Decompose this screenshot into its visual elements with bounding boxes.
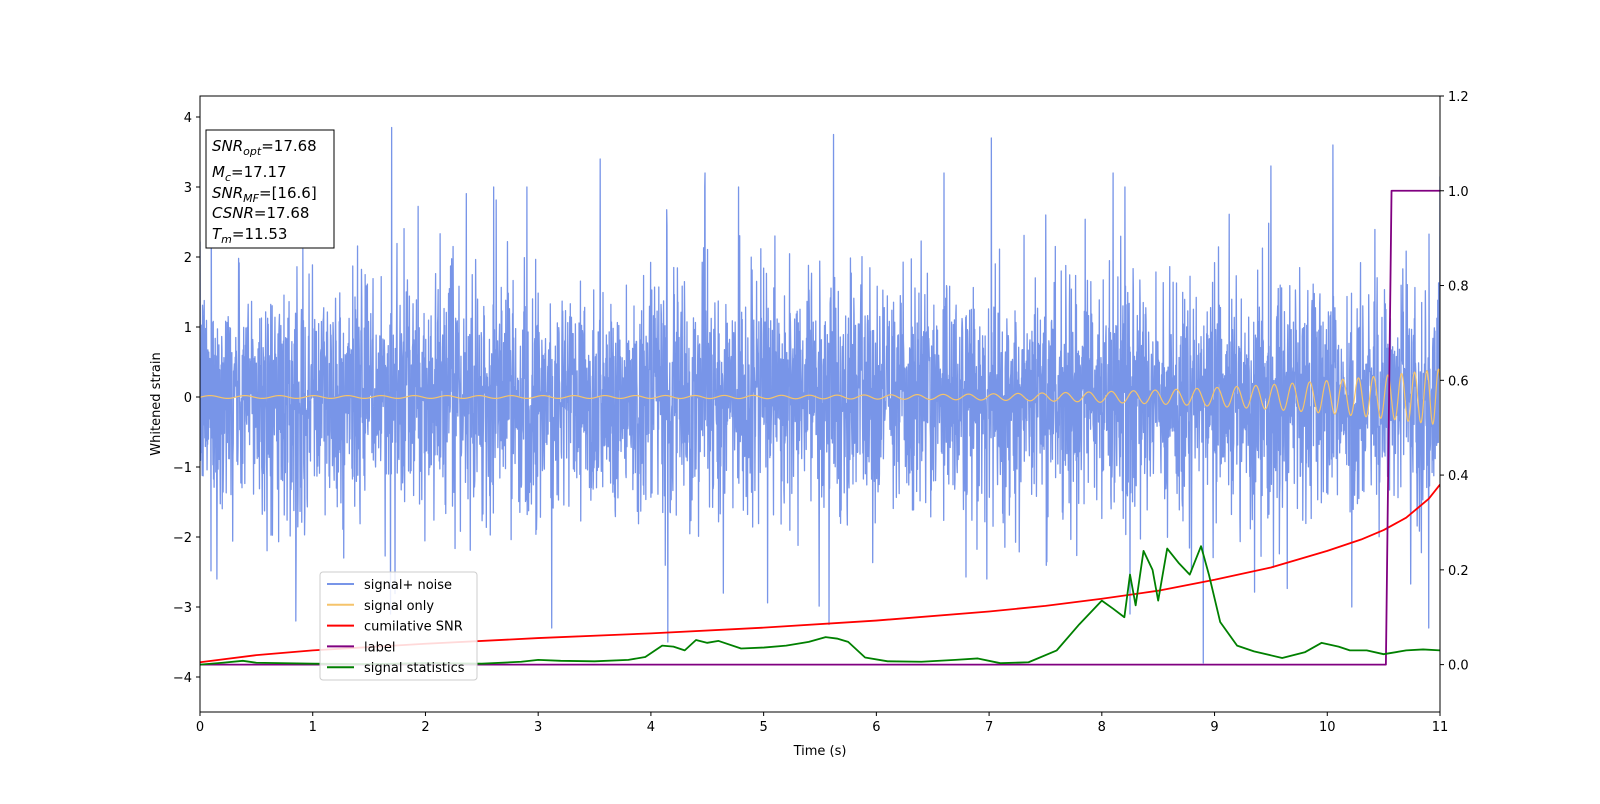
plot-frame bbox=[199, 95, 1441, 713]
x-tick-label: 6 bbox=[872, 720, 880, 735]
legend-label: signal statistics bbox=[364, 661, 465, 676]
x-tick-label: 11 bbox=[1432, 720, 1449, 735]
x-tick-label: 3 bbox=[534, 720, 542, 735]
y-tick-label: 4 bbox=[184, 111, 192, 126]
y2-tick-label: 1.2 bbox=[1448, 90, 1469, 105]
annotation-line: Tm=11.53 bbox=[212, 225, 287, 246]
x-axis-label: Time (s) bbox=[793, 744, 847, 759]
x-tick-label: 7 bbox=[985, 720, 993, 735]
legend-frame bbox=[319, 571, 478, 681]
annotation-box: SNRopt=17.68 Mc=17.17SNRMF=[16.6]CSNR=17.… bbox=[205, 129, 335, 249]
y-tick-label: 3 bbox=[184, 181, 192, 196]
legend: signal+ noise signal only cumilative SNR la… bbox=[319, 571, 478, 681]
y-tick-label: 2 bbox=[184, 251, 192, 266]
x-tick-label: 2 bbox=[421, 720, 429, 735]
series-signal-statistics-line bbox=[200, 545, 1440, 666]
x-tick-label: 9 bbox=[1210, 720, 1218, 735]
legend-label: label bbox=[364, 640, 395, 655]
x-tick-label: 1 bbox=[309, 720, 317, 735]
y-tick-label: 0 bbox=[184, 391, 192, 406]
y2-tick-label: 0.2 bbox=[1448, 564, 1469, 579]
y-tick-label: −3 bbox=[173, 601, 192, 616]
y-tick-label: −2 bbox=[173, 531, 192, 546]
series-signal-noise-line bbox=[200, 126, 1440, 664]
x-tick-label: 10 bbox=[1319, 720, 1336, 735]
y-tick-label: −1 bbox=[173, 461, 192, 476]
y2-tick-label: 0.6 bbox=[1448, 374, 1469, 389]
series-signal-only-line bbox=[200, 368, 1440, 425]
y-tick-label: −4 bbox=[173, 671, 192, 686]
legend-label: cumilative SNR bbox=[364, 620, 463, 635]
series-label-line bbox=[200, 189, 1440, 666]
x-tick-label: 5 bbox=[759, 720, 767, 735]
legend-label: signal+ noise bbox=[364, 578, 452, 593]
x-tick-label: 8 bbox=[1098, 720, 1106, 735]
y-axis-label: Whitened strain bbox=[149, 352, 164, 455]
y2-tick-label: 0.0 bbox=[1448, 659, 1469, 674]
annotation-frame bbox=[205, 129, 335, 249]
x-tick-label: 0 bbox=[196, 720, 204, 735]
x-tick-label: 4 bbox=[647, 720, 655, 735]
y2-tick-label: 0.4 bbox=[1448, 469, 1469, 484]
y-tick-label: 1 bbox=[184, 321, 192, 336]
legend-label: signal only bbox=[364, 599, 434, 614]
annotation-line: Mc=17.17 bbox=[212, 163, 287, 184]
y2-tick-label: 0.8 bbox=[1448, 280, 1469, 295]
annotation-line: CSNR=17.68 bbox=[212, 204, 309, 222]
y2-tick-label: 1.0 bbox=[1448, 185, 1469, 200]
annotation-line: SNRMF=[16.6] bbox=[212, 184, 317, 205]
annotation-line: SNRopt=17.68 bbox=[212, 137, 317, 158]
